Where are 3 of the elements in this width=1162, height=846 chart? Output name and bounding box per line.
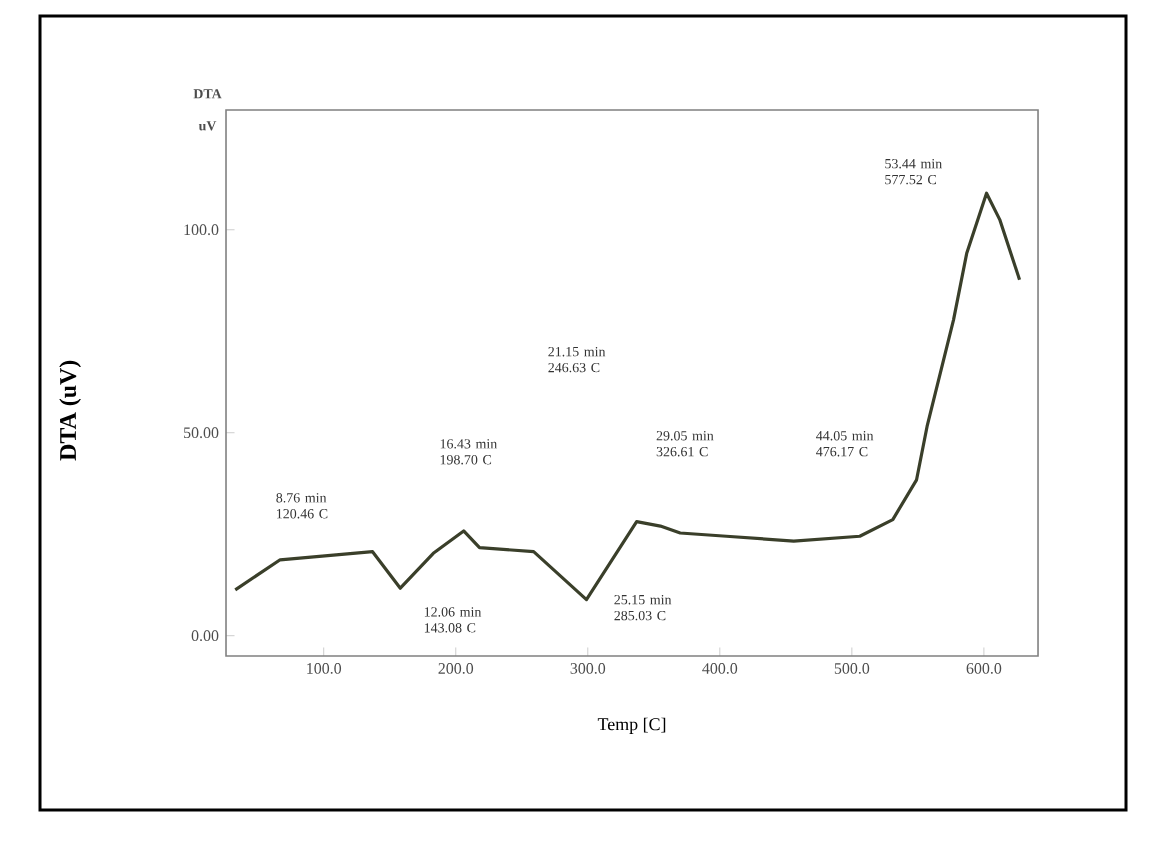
line-series <box>233 191 1022 602</box>
x-axis-title: Temp [C] <box>597 717 666 734</box>
y-axis-title: DTA (uV) <box>59 360 81 461</box>
